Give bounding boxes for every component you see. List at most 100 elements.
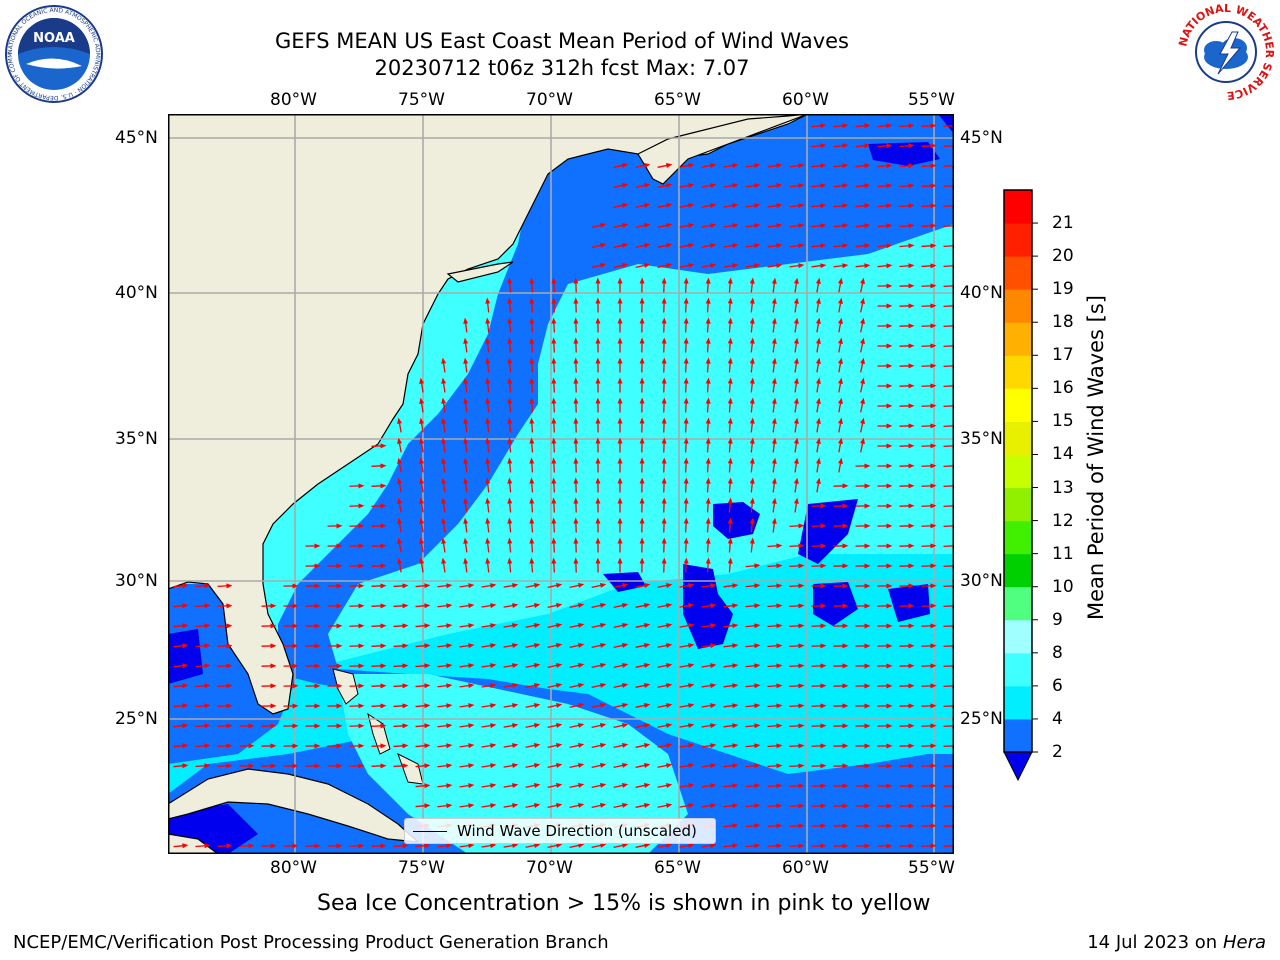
wind-wave-arrowhead [815,417,821,424]
wind-wave-arrowhead [424,683,431,689]
wind-wave-arrowhead [270,743,277,749]
wind-wave-arrowhead [930,623,937,629]
wind-wave-arrowhead [930,823,937,829]
wind-wave-arrowhead [749,417,755,424]
wind-wave-arrowhead [358,743,365,749]
wind-wave-arrowhead [688,783,695,789]
wind-wave-arrowhead [776,803,783,809]
map-title: GEFS MEAN US East Coast Mean Period of W… [275,29,849,53]
wind-wave-arrowhead [860,337,865,345]
wind-wave-arrowhead [621,843,629,848]
wind-wave-arrowhead [358,583,365,589]
wind-wave-arrow [943,224,957,228]
wind-wave-arrowhead [732,223,739,229]
wind-wave-arrowhead [512,623,519,629]
wind-wave-arrowhead [529,277,535,284]
wind-wave-arrowhead [749,517,755,524]
wind-wave-arrowhead [661,497,667,504]
ocean-deep-blob-8 [168,629,203,684]
wind-wave-arrowhead [643,803,651,808]
wind-wave-arrowhead [402,583,409,589]
wind-wave-arrowhead [529,477,535,484]
wind-wave-arrowhead [820,763,827,769]
lon-label-top-70w: 70°W [526,90,573,110]
wind-wave-arrowhead [463,337,469,344]
wind-wave-arrowhead [688,763,695,769]
wind-wave-arrowhead [727,337,733,344]
wind-wave-arrowhead [838,417,843,425]
wind-wave-arrowhead [886,603,893,609]
wind-wave-arrowhead [793,357,799,364]
wind-wave-arrowhead [402,843,409,849]
wind-wave-arrowhead [270,843,277,849]
wind-wave-arrowhead [533,703,541,708]
wind-wave-arrowhead [336,643,343,649]
wind-wave-arrowhead [776,783,783,789]
wind-wave-arrow [943,605,957,607]
wind-wave-arrowhead [930,743,937,749]
wind-wave-arrowhead [860,377,865,385]
colorbar-segment [1004,454,1032,489]
wind-wave-arrowhead [798,723,805,729]
wind-wave-arrowhead [573,417,579,424]
wind-wave-arrowhead [661,357,667,364]
colorbar-tick-label: 14 [1052,444,1074,465]
wind-wave-arrowhead [820,183,827,189]
lon-label-top-75w: 75°W [398,90,445,110]
wind-wave-arrowhead [441,377,447,384]
wind-wave-arrow [943,525,957,527]
wind-wave-arrowhead [930,703,937,709]
wind-wave-arrowhead [749,457,755,464]
wind-wave-arrowhead [798,523,805,529]
wind-wave-arrow [943,184,957,188]
colorbar-segment [1004,421,1032,455]
wind-wave-arrowhead [617,297,623,304]
wind-wave-arrowhead [661,337,667,344]
lon-label-bottom-80w: 80°W [270,858,317,878]
wind-wave-arrowhead [555,743,563,748]
wind-wave-arrowhead [886,723,893,729]
wind-wave-arrowhead [182,703,189,709]
wind-wave-arrowhead [577,683,585,688]
wind-wave-arrowhead [886,483,893,489]
lat-label-left-40n: 40°N [115,283,158,303]
wind-wave-arrowhead [643,163,651,168]
wind-wave-arrowhead [665,663,673,668]
wind-wave-arrowhead [798,683,805,689]
wind-wave-arrowhead [683,357,689,364]
wind-wave-arrowhead [661,417,667,424]
wind-wave-arrowhead [533,843,541,848]
wind-wave-arrowhead [820,503,827,509]
wind-wave-arrowhead [336,723,343,729]
wind-wave-arrowhead [930,143,937,149]
wind-wave-arrowhead [688,803,695,809]
wind-wave-arrowhead [665,243,673,248]
wind-wave-arrowhead [639,537,645,544]
colorbar-tick-label: 8 [1052,642,1063,663]
wind-wave-arrowhead [930,243,937,249]
wind-wave-arrowhead [577,803,585,808]
colorbar-segment [1004,652,1032,687]
wind-wave-arrowhead [798,163,805,169]
wind-wave-arrowhead [507,317,513,324]
wind-wave-arrowhead [621,683,629,688]
wind-wave-arrowhead [820,123,827,129]
wind-wave-arrowhead [485,357,491,364]
wind-wave-arrowhead [886,323,893,329]
wind-wave-arrowhead [595,437,601,444]
lat-label-left-45n: 45°N [115,128,158,148]
wind-wave-arrowhead [424,583,431,589]
wind-wave-arrowhead [397,437,403,444]
wind-wave-arrowhead [842,123,849,129]
wind-wave-arrowhead [551,277,557,284]
wind-wave-arrowhead [908,183,915,189]
wind-wave-arrowhead [551,397,557,404]
wind-wave-arrowhead [798,203,805,209]
wind-wave-arrowhead [727,397,733,404]
wind-wave-arrowhead [599,763,607,768]
wind-wave-arrowhead [551,557,557,564]
wind-wave-arrowhead [529,337,535,344]
wind-wave-arrowhead [336,523,343,529]
wind-wave-arrowhead [419,437,425,444]
wind-wave-arrow [943,124,957,128]
